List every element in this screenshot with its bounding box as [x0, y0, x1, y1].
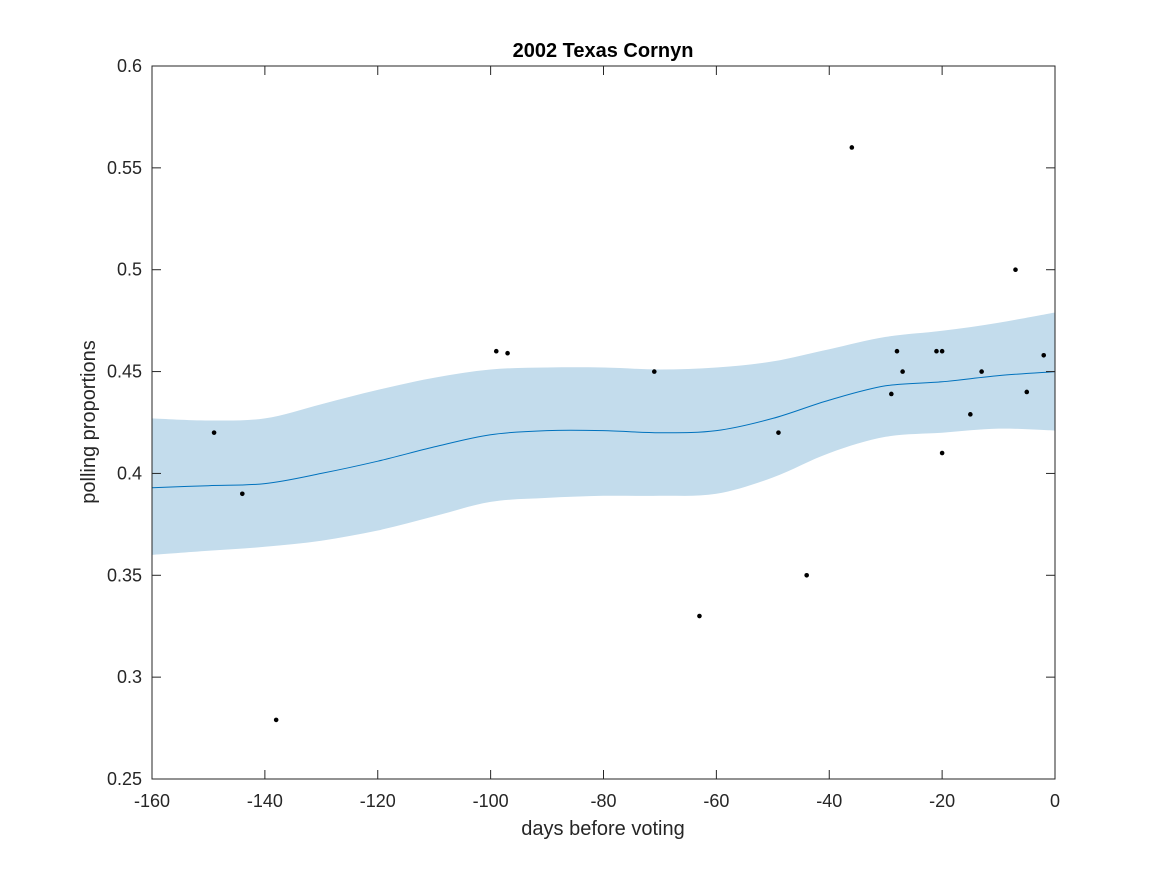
y-tick-label: 0.45: [107, 362, 142, 382]
x-tick-label: -80: [590, 791, 616, 811]
data-point: [1041, 352, 1047, 358]
data-point: [804, 572, 809, 578]
data-point: [979, 369, 984, 374]
trend-layer: [151, 371, 1056, 489]
data-point: [939, 348, 945, 354]
y-axis-label: polling proportions: [78, 340, 100, 503]
x-tick-label: -40: [816, 791, 842, 811]
plot-area: -160 -140 -120 -100 -80 -60 -40 -20 0 0.25 0.3 0.3…: [107, 56, 1060, 811]
data-point: [894, 348, 900, 354]
x-axis-label: days before voting: [521, 818, 684, 840]
data-point: [1024, 389, 1030, 395]
points-layer: [211, 145, 1047, 723]
band-layer: [152, 312, 1055, 555]
x-axis-ticks: -160 -140 -120 -100 -80 -60 -40 -20 0: [134, 66, 1060, 811]
x-tick-label: -20: [929, 791, 955, 811]
chart-title: 2002 Texas Cornyn: [513, 40, 694, 62]
data-point: [889, 391, 894, 397]
y-tick-label: 0.3: [117, 667, 142, 687]
y-tick-label: 0.5: [117, 260, 142, 280]
trend-line: [151, 371, 1056, 489]
data-point: [900, 369, 905, 374]
data-point: [1013, 267, 1018, 273]
x-tick-label: -140: [247, 791, 283, 811]
data-point: [505, 350, 510, 356]
data-point: [934, 348, 939, 354]
x-tick-label: -120: [360, 791, 396, 811]
confidence-band: [152, 312, 1055, 555]
x-tick-label: -60: [703, 791, 729, 811]
data-point: [240, 491, 245, 497]
x-tick-label: -100: [473, 791, 509, 811]
x-tick-label: 0: [1050, 791, 1060, 811]
data-point: [968, 412, 973, 417]
y-tick-label: 0.25: [107, 769, 142, 789]
y-tick-label: 0.4: [117, 463, 142, 483]
x-tick-label: -160: [134, 791, 170, 811]
data-point: [493, 348, 499, 354]
data-point: [273, 717, 279, 723]
data-point: [651, 369, 657, 374]
y-tick-label: 0.55: [107, 158, 142, 178]
data-point: [849, 145, 855, 150]
y-tick-label: 0.6: [117, 56, 142, 76]
y-tick-label: 0.35: [107, 565, 142, 585]
data-point: [697, 613, 702, 619]
data-point: [939, 450, 945, 456]
y-axis-ticks: 0.25 0.3 0.35 0.4 0.45 0.5 0.55 0.6: [107, 56, 1055, 789]
data-point: [211, 430, 217, 435]
data-point: [776, 430, 781, 435]
